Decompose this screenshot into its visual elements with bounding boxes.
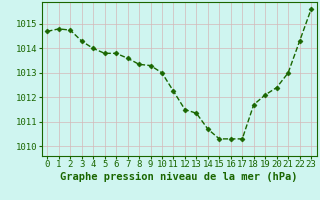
X-axis label: Graphe pression niveau de la mer (hPa): Graphe pression niveau de la mer (hPa) — [60, 172, 298, 182]
